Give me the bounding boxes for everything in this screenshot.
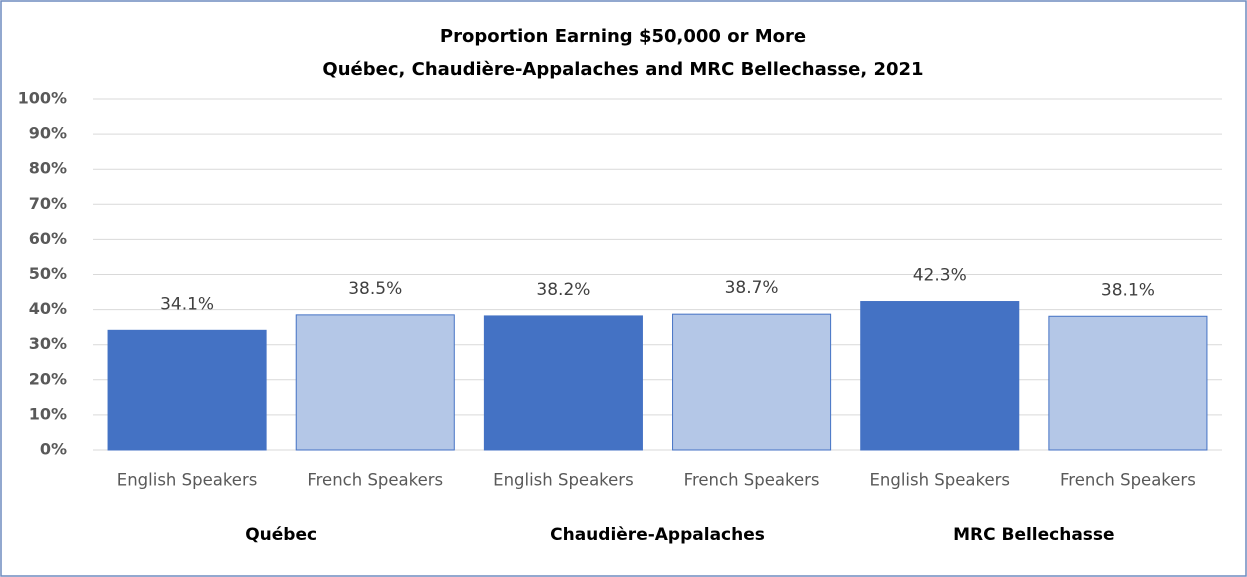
chart-subtitle: Québec, Chaudière-Appalaches and MRC Bel… <box>322 59 923 80</box>
bar <box>107 329 267 451</box>
x-tick-label: English Speakers <box>117 471 258 490</box>
y-tick-label: 20% <box>29 369 67 388</box>
y-tick-label: 30% <box>29 334 67 353</box>
value-label: 38.5% <box>348 279 402 299</box>
y-tick-label: 50% <box>29 264 67 283</box>
y-tick-label: 40% <box>29 299 67 318</box>
x-tick-label: English Speakers <box>869 471 1010 490</box>
x-tick-label: French Speakers <box>1060 471 1196 490</box>
x-tick-label: French Speakers <box>684 471 820 490</box>
value-label: 42.3% <box>913 266 967 286</box>
chart-title: Proportion Earning $50,000 or More <box>440 26 806 47</box>
y-tick-label: 0% <box>40 440 67 459</box>
y-tick-label: 10% <box>29 404 67 423</box>
bar <box>1048 315 1208 451</box>
group-label: Québec <box>245 525 317 545</box>
bar <box>483 315 643 451</box>
bar <box>672 313 832 451</box>
bar <box>860 301 1020 451</box>
y-tick-label: 80% <box>29 159 67 178</box>
value-label: 38.2% <box>536 280 590 300</box>
group-label: Chaudière-Appalaches <box>550 525 765 545</box>
value-label: 38.7% <box>725 278 779 298</box>
y-tick-label: 70% <box>29 194 67 213</box>
y-tick-label: 100% <box>18 89 67 108</box>
y-tick-label: 60% <box>29 229 67 248</box>
value-label: 38.1% <box>1101 280 1155 300</box>
bar <box>295 314 455 451</box>
value-label: 34.1% <box>160 294 214 314</box>
group-label: MRC Bellechasse <box>953 525 1115 545</box>
y-tick-label: 90% <box>29 124 67 143</box>
x-tick-label: French Speakers <box>307 471 443 490</box>
x-tick-label: English Speakers <box>493 471 634 490</box>
